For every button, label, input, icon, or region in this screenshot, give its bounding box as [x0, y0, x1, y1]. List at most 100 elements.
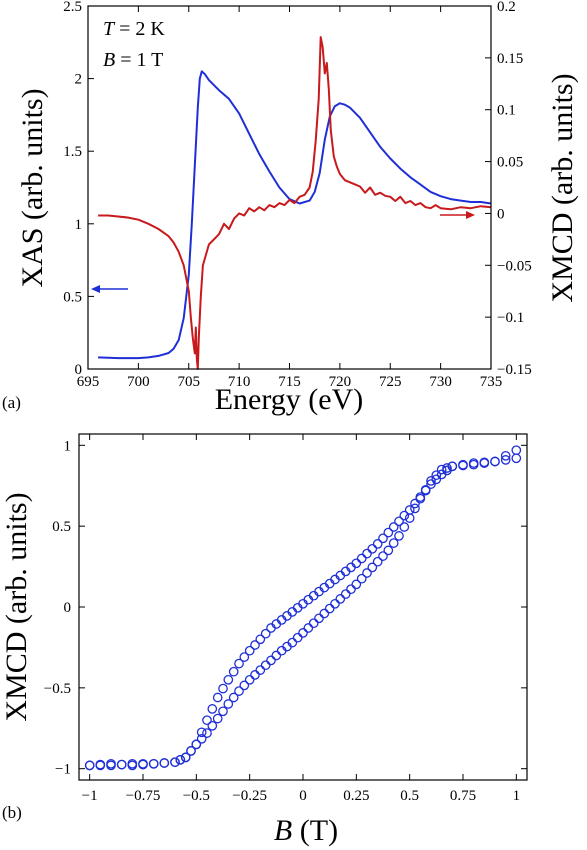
- data-point: [511, 445, 522, 456]
- left-y-tick-label: 2.5: [63, 0, 82, 15]
- data-point: [244, 674, 255, 685]
- data-point: [196, 727, 207, 738]
- data-point: [479, 458, 490, 468]
- data-point: [218, 683, 228, 694]
- data-point: [319, 608, 330, 619]
- xas-axis-arrow-left: [91, 285, 128, 293]
- panel-b-hysteresis-loop: −1 −0.75 −0.5 −0.25 0 0.25 0.5 0.75 1 −1 −0.5 0 0.5…: [0, 433, 528, 847]
- data-point: [378, 533, 388, 544]
- data-point: [239, 652, 250, 662]
- y-tick-label: 1: [64, 438, 72, 454]
- data-point: [468, 459, 479, 470]
- xas-curve: [98, 70, 492, 360]
- x-tick-label: 695: [77, 374, 100, 390]
- data-point: [202, 728, 212, 738]
- x-tick-label: 0: [299, 788, 307, 804]
- data-point: [410, 503, 420, 514]
- data-point: [148, 758, 159, 769]
- panel-a-xas-xmcd-spectra: 695 700 705 710 715 720 725 730 735 0 0.5 1 1.5 2 2.5…: [2, 0, 579, 416]
- panel-a-label: (a): [2, 393, 21, 412]
- x-tick-label: 725: [379, 374, 402, 390]
- x-tick-label: 705: [178, 374, 201, 390]
- data-point: [399, 522, 410, 532]
- data-point: [372, 556, 383, 567]
- y-tick-label: 0.5: [52, 519, 71, 535]
- data-point: [436, 464, 447, 475]
- data-point: [228, 666, 239, 677]
- data-point: [212, 713, 223, 724]
- data-point: [383, 545, 394, 556]
- data-point: [340, 589, 351, 599]
- data-point: [426, 479, 436, 489]
- data-point: [303, 623, 314, 633]
- data-point: [202, 715, 212, 726]
- data-point: [431, 474, 442, 485]
- data-point: [415, 493, 426, 504]
- data-point: [239, 680, 250, 691]
- data-point: [490, 456, 500, 467]
- left-y-tick-label: 1.5: [63, 144, 82, 160]
- panel-a-x-axis-title: Energy (eV): [215, 383, 364, 416]
- data-point: [394, 516, 404, 527]
- right-y-tick-label: −0.15: [497, 362, 532, 378]
- data-point: [234, 658, 244, 669]
- data-point: [212, 692, 223, 703]
- y-tick-label: −1: [55, 762, 71, 778]
- data-point: [106, 760, 116, 771]
- data-point: [367, 562, 378, 573]
- panel-a-curves: [98, 36, 492, 370]
- right-y-tick-label: 0.05: [497, 155, 523, 171]
- data-point: [362, 568, 372, 578]
- data-point: [138, 758, 148, 769]
- x-tick-label: 715: [278, 374, 301, 390]
- data-point: [383, 527, 394, 538]
- panel-a-x-ticks: 695 700 705 710 715 720 725 730 735: [77, 6, 502, 390]
- x-tick-label: 710: [228, 374, 251, 390]
- field-annotation: B = 1 T: [103, 49, 163, 71]
- data-point: [196, 733, 207, 744]
- data-point: [250, 670, 260, 680]
- x-tick-label: 1: [513, 788, 521, 804]
- data-point: [218, 706, 228, 717]
- right-y-tick-label: 0.2: [497, 0, 516, 15]
- x-tick-label: 720: [329, 374, 352, 390]
- data-point: [287, 637, 298, 648]
- x-tick-label: 700: [127, 374, 150, 390]
- data-point: [431, 470, 442, 481]
- data-point: [116, 759, 127, 770]
- left-y-tick-label: 0.5: [63, 289, 82, 305]
- data-point: [346, 584, 356, 595]
- x-tick-label: −0.5: [183, 788, 210, 804]
- panel-b-plot-frame: [78, 433, 528, 781]
- x-tick-label: 0.25: [343, 788, 369, 804]
- data-point: [404, 513, 415, 523]
- data-point: [388, 522, 399, 532]
- xmcd-curve: [98, 36, 492, 370]
- data-point: [260, 660, 271, 671]
- data-point: [84, 760, 95, 771]
- data-point: [175, 754, 186, 765]
- data-point: [271, 650, 282, 661]
- data-point: [330, 598, 340, 609]
- data-point: [223, 699, 234, 709]
- data-point: [314, 613, 324, 624]
- panel-b-x-ticks: −1 −0.75 −0.5 −0.25 0 0.25 0.5 0.75 1: [82, 434, 520, 804]
- panel-a-left-y-axis-title: XAS (arb. units): [16, 88, 49, 287]
- data-point: [250, 640, 260, 650]
- panel-b-points: [84, 445, 522, 771]
- data-point: [458, 460, 468, 471]
- y-tick-label: 0: [64, 600, 72, 616]
- y-tick-label: −0.5: [44, 681, 71, 697]
- data-point: [186, 746, 196, 756]
- x-tick-label: 0.75: [450, 788, 476, 804]
- data-point: [180, 752, 191, 763]
- data-point: [447, 461, 458, 472]
- data-point: [234, 686, 244, 696]
- panel-a-left-y-ticks: 0 0.5 1 1.5 2 2.5: [63, 0, 94, 378]
- right-y-tick-label: −0.1: [497, 310, 524, 326]
- panel-a-right-y-axis-title: XMCD (arb. units): [546, 73, 579, 302]
- data-point: [207, 720, 218, 731]
- data-point: [223, 674, 234, 685]
- data-point: [335, 594, 346, 604]
- data-point: [500, 450, 511, 461]
